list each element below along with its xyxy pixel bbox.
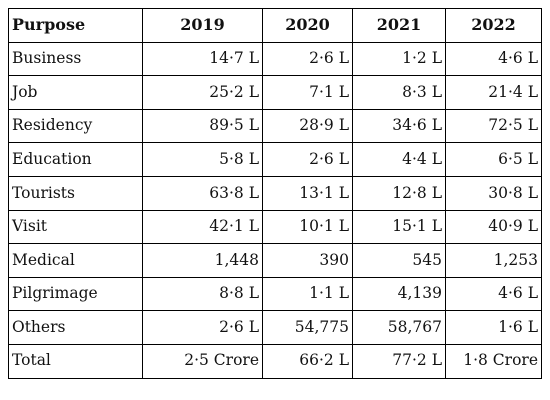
cell-2020: 1·1 L xyxy=(262,276,353,312)
cell-2021: 4·4 L xyxy=(352,142,446,177)
cell-2020: 7·1 L xyxy=(262,75,353,110)
cell-2021: 1·2 L xyxy=(352,41,446,77)
table-row: Education 5·8 L 2·6 L 4·4 L 6·5 L xyxy=(8,142,542,177)
row-label: Total xyxy=(8,343,143,379)
cell-2019: 25·2 L xyxy=(142,75,263,110)
table-row: Visit 42·1 L 10·1 L 15·1 L 40·9 L xyxy=(8,209,542,245)
cell-2021: 34·6 L xyxy=(352,108,446,144)
cell-2020: 2·6 L xyxy=(262,41,353,77)
visa-purpose-table: Purpose 2019 2020 2021 2022 Business 14·… xyxy=(8,8,542,379)
table-row: Pilgrimage 8·8 L 1·1 L 4,139 4·6 L xyxy=(8,276,542,312)
column-header-2022: 2022 xyxy=(445,8,542,43)
column-header-purpose: Purpose xyxy=(8,8,143,43)
cell-2022: 21·4 L xyxy=(445,75,542,110)
cell-2021: 545 xyxy=(352,243,446,278)
cell-2019: 2·6 L xyxy=(142,310,263,345)
row-label: Tourists xyxy=(8,175,143,211)
row-label: Others xyxy=(8,310,143,345)
cell-2020: 2·6 L xyxy=(262,142,353,177)
cell-2022: 72·5 L xyxy=(445,108,542,144)
cell-2020: 54,775 xyxy=(262,310,353,345)
table-row: Business 14·7 L 2·6 L 1·2 L 4·6 L xyxy=(8,41,542,77)
cell-2021: 12·8 L xyxy=(352,175,446,211)
cell-2019: 5·8 L xyxy=(142,142,263,177)
cell-2022: 4·6 L xyxy=(445,41,542,77)
row-label: Business xyxy=(8,41,143,77)
cell-2019: 2·5 Crore xyxy=(142,343,263,379)
row-label: Job xyxy=(8,75,143,110)
cell-2019: 89·5 L xyxy=(142,108,263,144)
column-header-2020: 2020 xyxy=(262,8,353,43)
cell-2022: 1,253 xyxy=(445,243,542,278)
cell-2020: 10·1 L xyxy=(262,209,353,245)
row-label: Residency xyxy=(8,108,143,144)
column-header-2019: 2019 xyxy=(142,8,263,43)
row-label: Education xyxy=(8,142,143,177)
cell-2021: 77·2 L xyxy=(352,343,446,379)
cell-2020: 66·2 L xyxy=(262,343,353,379)
row-label: Visit xyxy=(8,209,143,245)
row-label: Medical xyxy=(8,243,143,278)
table-row: Others 2·6 L 54,775 58,767 1·6 L xyxy=(8,310,542,345)
cell-2019: 8·8 L xyxy=(142,276,263,312)
cell-2019: 63·8 L xyxy=(142,175,263,211)
table-row: Medical 1,448 390 545 1,253 xyxy=(8,243,542,278)
cell-2022: 6·5 L xyxy=(445,142,542,177)
table-row: Tourists 63·8 L 13·1 L 12·8 L 30·8 L xyxy=(8,175,542,211)
cell-2021: 15·1 L xyxy=(352,209,446,245)
cell-2020: 28·9 L xyxy=(262,108,353,144)
table-row: Job 25·2 L 7·1 L 8·3 L 21·4 L xyxy=(8,75,542,110)
cell-2021: 4,139 xyxy=(352,276,446,312)
cell-2021: 8·3 L xyxy=(352,75,446,110)
cell-2020: 13·1 L xyxy=(262,175,353,211)
total-row: Total 2·5 Crore 66·2 L 77·2 L 1·8 Crore xyxy=(8,343,542,379)
table-row: Residency 89·5 L 28·9 L 34·6 L 72·5 L xyxy=(8,108,542,144)
cell-2020: 390 xyxy=(262,243,353,278)
cell-2019: 14·7 L xyxy=(142,41,263,77)
cell-2022: 40·9 L xyxy=(445,209,542,245)
cell-2022: 30·8 L xyxy=(445,175,542,211)
row-label: Pilgrimage xyxy=(8,276,143,312)
cell-2022: 1·6 L xyxy=(445,310,542,345)
cell-2022: 4·6 L xyxy=(445,276,542,312)
cell-2021: 58,767 xyxy=(352,310,446,345)
column-header-2021: 2021 xyxy=(352,8,446,43)
cell-2019: 1,448 xyxy=(142,243,263,278)
header-row: Purpose 2019 2020 2021 2022 xyxy=(8,8,542,43)
cell-2019: 42·1 L xyxy=(142,209,263,245)
cell-2022: 1·8 Crore xyxy=(445,343,542,379)
